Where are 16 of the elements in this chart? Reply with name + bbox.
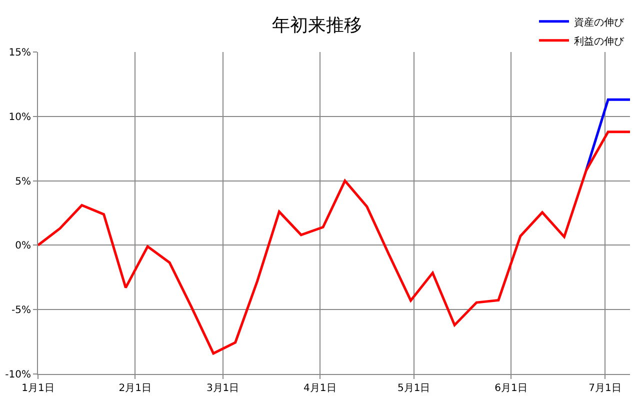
- y-tick-label: 5%: [15, 176, 31, 188]
- x-tick-label: 6月1日: [494, 383, 528, 394]
- legend-label: 資産の伸び: [574, 16, 625, 28]
- legend-label: 利益の伸び: [574, 35, 625, 48]
- y-tick-label: 0%: [15, 240, 31, 252]
- y-tick-label: 15%: [8, 48, 31, 58]
- x-tick-label: 7月1日: [588, 383, 622, 394]
- x-tick-label: 4月1日: [304, 383, 336, 394]
- y-tick-label: -10%: [5, 370, 31, 380]
- chart-title: 年初来推移: [272, 14, 362, 36]
- x-tick-label: 1月1日: [22, 383, 54, 394]
- x-tick-label: 2月1日: [118, 383, 152, 394]
- y-tick-label: 10%: [8, 112, 31, 123]
- x-tick-label: 3月1日: [206, 383, 240, 394]
- y-tick-label: -5%: [12, 305, 31, 316]
- x-tick-label: 5月1日: [398, 383, 430, 394]
